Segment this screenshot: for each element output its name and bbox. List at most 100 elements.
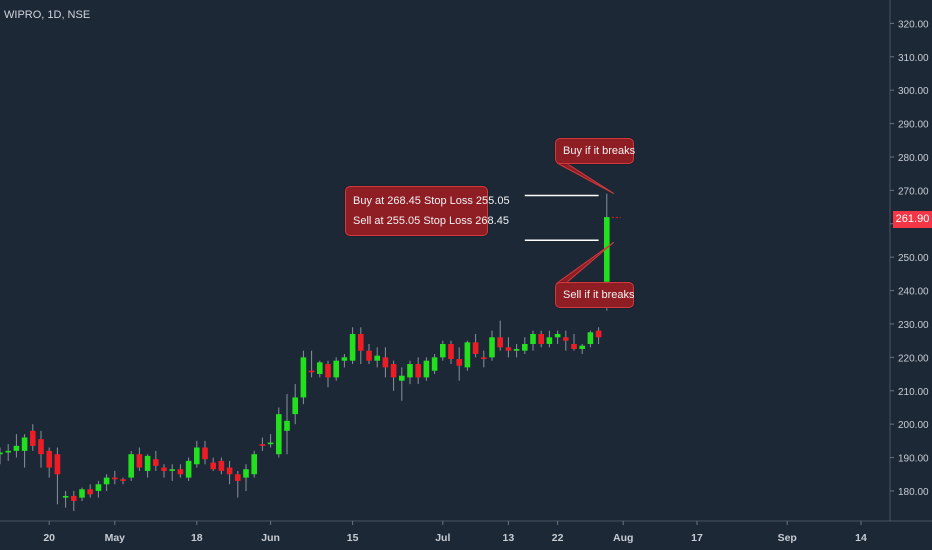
- candle-body[interactable]: [505, 347, 512, 351]
- candle-body[interactable]: [292, 397, 298, 415]
- price-tick-label: 180.00: [898, 487, 929, 498]
- candle-body[interactable]: [595, 330, 602, 338]
- candle-body[interactable]: [79, 489, 85, 498]
- candle-body[interactable]: [481, 357, 487, 360]
- candle-body[interactable]: [317, 362, 323, 375]
- candle-body[interactable]: [489, 337, 495, 358]
- price-tick-label: 310.00: [898, 53, 929, 64]
- candle-body[interactable]: [604, 217, 610, 304]
- candle-body[interactable]: [218, 460, 225, 471]
- candle-body[interactable]: [38, 439, 44, 455]
- candle-body[interactable]: [185, 460, 192, 478]
- candle-body[interactable]: [399, 375, 405, 381]
- entry-callout[interactable]: Buy at 268.45 Stop Loss 255.05 Sell at 2…: [345, 186, 510, 236]
- candle-body[interactable]: [128, 454, 134, 478]
- time-tick-label: Jun: [261, 532, 280, 544]
- candle-body[interactable]: [390, 364, 397, 378]
- candle-body[interactable]: [546, 337, 553, 344]
- candle-body[interactable]: [472, 342, 479, 355]
- time-tick-label: 15: [347, 532, 359, 544]
- candle-body[interactable]: [136, 454, 143, 468]
- candle-body[interactable]: [0, 452, 3, 455]
- candle-body[interactable]: [5, 450, 11, 453]
- candle-body[interactable]: [251, 454, 257, 475]
- candle-body[interactable]: [579, 345, 585, 350]
- candle-body[interactable]: [202, 447, 208, 460]
- candle-body[interactable]: [120, 479, 126, 481]
- candle-body[interactable]: [95, 484, 102, 491]
- candle-body[interactable]: [161, 467, 167, 471]
- candle-body[interactable]: [563, 337, 569, 341]
- candle-body[interactable]: [144, 455, 151, 471]
- candle-body[interactable]: [415, 364, 421, 378]
- candle-body[interactable]: [308, 370, 315, 373]
- candle-body[interactable]: [358, 333, 364, 351]
- candle-body[interactable]: [210, 462, 216, 470]
- candle-body[interactable]: [169, 469, 175, 471]
- candle-body[interactable]: [554, 333, 561, 338]
- candle-body[interactable]: [21, 437, 28, 451]
- candle-body[interactable]: [54, 454, 61, 475]
- candle-body[interactable]: [226, 467, 233, 475]
- candle-body[interactable]: [456, 359, 462, 366]
- candle-body[interactable]: [300, 357, 307, 398]
- sell-callout-label: Sell if it breaks: [563, 289, 635, 301]
- candle-body[interactable]: [46, 450, 52, 468]
- price-axis[interactable]: 180.00 190.00 200.00 210.00 220.00 230.00 240.…: [889, 0, 929, 521]
- candle-body[interactable]: [538, 333, 544, 344]
- time-tick-label: 20: [43, 532, 55, 544]
- candle-body[interactable]: [235, 474, 241, 481]
- candle-body[interactable]: [530, 333, 536, 344]
- time-tick-label: 17: [691, 532, 703, 544]
- candle-body[interactable]: [522, 343, 528, 351]
- price-tick-label: 250.00: [898, 253, 929, 264]
- price-tick-label: 280.00: [898, 153, 929, 164]
- time-axis[interactable]: 20 May 18 Jun 15 Jul 13 22 Aug 17 Sep 14: [0, 520, 932, 544]
- time-tick-label: Jul: [435, 532, 450, 544]
- candle-body[interactable]: [341, 357, 348, 361]
- time-tick-label: 18: [191, 532, 203, 544]
- candle-body[interactable]: [587, 332, 594, 344]
- candle-body[interactable]: [448, 343, 454, 360]
- price-tick-label: 210.00: [898, 387, 929, 398]
- candle-body[interactable]: [407, 364, 413, 378]
- candle-body[interactable]: [366, 350, 372, 361]
- candle-body[interactable]: [267, 442, 274, 445]
- candle-body[interactable]: [349, 333, 356, 361]
- candle-body[interactable]: [112, 477, 118, 480]
- candle-body[interactable]: [513, 349, 520, 351]
- sell-callout[interactable]: Sell if it breaks: [555, 282, 635, 308]
- candle-body[interactable]: [464, 342, 471, 368]
- candle-body[interactable]: [440, 343, 446, 358]
- candle-body[interactable]: [87, 489, 93, 495]
- candle-body[interactable]: [62, 495, 69, 498]
- candle-body[interactable]: [13, 445, 20, 451]
- candle-body[interactable]: [284, 420, 290, 431]
- candle-body[interactable]: [374, 355, 380, 361]
- candle-body[interactable]: [243, 469, 249, 478]
- candle-body[interactable]: [71, 495, 77, 501]
- candle-body[interactable]: [177, 469, 184, 475]
- buy-instruction: Buy at 268.45 Stop Loss 255.05: [353, 195, 510, 207]
- time-tick-label: Aug: [613, 532, 633, 544]
- candle-body[interactable]: [103, 477, 110, 485]
- candle-body[interactable]: [153, 459, 159, 466]
- candle-body[interactable]: [276, 414, 282, 455]
- candle-body[interactable]: [431, 357, 438, 371]
- candle-body[interactable]: [333, 360, 339, 378]
- candle-body[interactable]: [497, 337, 503, 348]
- price-tick-label: 200.00: [898, 420, 929, 431]
- price-tick-label: 230.00: [898, 320, 929, 331]
- buy-callout[interactable]: Buy if it breaks: [555, 138, 635, 164]
- time-tick-label: 14: [855, 532, 867, 544]
- candle-body[interactable]: [571, 343, 577, 350]
- price-tick-label: 270.00: [898, 186, 929, 197]
- candle-body[interactable]: [30, 430, 36, 446]
- price-tick-label: 220.00: [898, 353, 929, 364]
- candle-body[interactable]: [382, 357, 389, 368]
- candle-body[interactable]: [325, 364, 331, 378]
- candle-body[interactable]: [259, 444, 266, 446]
- candle-body[interactable]: [423, 360, 430, 378]
- candle-body[interactable]: [194, 447, 200, 465]
